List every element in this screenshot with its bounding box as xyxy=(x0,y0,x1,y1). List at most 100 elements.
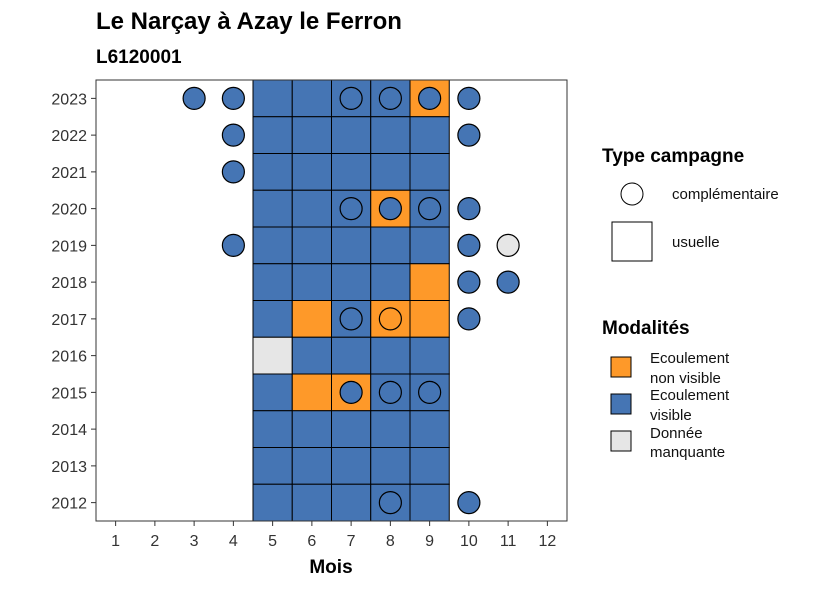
x-tick-label: 9 xyxy=(425,533,434,550)
y-tick-label: 2019 xyxy=(51,238,87,255)
x-tick-label: 8 xyxy=(386,533,395,550)
point-2023-4 xyxy=(221,86,245,110)
tile-2013-7 xyxy=(331,447,372,485)
legend-type-title: Type campagne xyxy=(602,146,744,167)
tile-2022-5 xyxy=(252,116,293,154)
x-tick-label: 5 xyxy=(268,533,277,550)
tile-2014-9 xyxy=(409,410,450,448)
point-2020-9 xyxy=(418,197,442,221)
tile-2023-5 xyxy=(252,79,293,118)
tile-2013-5 xyxy=(252,447,293,485)
tile-2016-9 xyxy=(409,336,450,375)
y-tick-label: 2023 xyxy=(51,91,87,108)
tile-2012-7 xyxy=(331,483,372,522)
x-tick-label: 7 xyxy=(347,533,356,550)
x-tick-label: 6 xyxy=(307,533,316,550)
chart-title: Le Narçay à Azay le Ferron xyxy=(96,8,402,35)
legend-circle-key xyxy=(620,182,644,206)
tile-2018-8 xyxy=(370,263,411,301)
x-tick-label: 11 xyxy=(500,533,517,550)
tile-2018-9 xyxy=(409,263,450,301)
legend-key-ecoulement-non-visible xyxy=(610,356,632,378)
legend-modalites-title: Modalités xyxy=(602,318,690,339)
legend-label-ecoulement-non-visible-1: Ecoulement xyxy=(650,350,730,367)
y-tick-label: 2013 xyxy=(51,459,87,476)
point-2023-3 xyxy=(182,86,206,110)
point-2018-10 xyxy=(457,270,481,294)
x-axis: 1 2 3 4 5 6 7 8 9 10 11 12 xyxy=(111,521,556,550)
complementary-points xyxy=(182,86,520,515)
tile-2021-8 xyxy=(370,153,411,191)
tile-2016-7 xyxy=(331,336,372,375)
point-2018-11 xyxy=(496,270,520,294)
point-2020-7 xyxy=(339,197,363,221)
point-2020-10 xyxy=(457,197,481,221)
tile-2017-9 xyxy=(409,300,450,338)
y-tick-label: 2021 xyxy=(51,165,87,182)
tile-2018-7 xyxy=(331,263,372,301)
x-tick-label: 3 xyxy=(190,533,199,550)
tile-2013-9 xyxy=(409,447,450,485)
legend-label-ecoulement-visible-1: Ecoulement xyxy=(650,387,730,404)
x-axis-label: Mois xyxy=(309,557,352,578)
tile-2014-8 xyxy=(370,410,411,448)
tile-2021-9 xyxy=(409,153,450,191)
usual-tiles xyxy=(252,79,450,522)
plot-panel-border xyxy=(95,79,568,522)
tile-2021-6 xyxy=(291,153,332,191)
point-2017-8 xyxy=(378,307,402,331)
y-tick-label: 2012 xyxy=(51,496,87,513)
legend-key-ecoulement-visible xyxy=(610,393,632,415)
y-tick-label: 2017 xyxy=(51,312,87,329)
point-2015-8 xyxy=(378,380,402,404)
tile-2016-6 xyxy=(291,336,332,375)
x-tick-label: 12 xyxy=(538,533,556,550)
tile-2019-6 xyxy=(291,226,332,265)
tile-2021-5 xyxy=(252,153,293,191)
point-2022-4 xyxy=(221,123,245,147)
tile-2014-7 xyxy=(331,410,372,448)
tile-2019-9 xyxy=(409,226,450,265)
tile-2020-6 xyxy=(291,189,332,228)
legend-square-key xyxy=(611,221,653,262)
point-2023-7 xyxy=(339,86,363,110)
point-2020-8 xyxy=(378,197,402,221)
tile-2012-6 xyxy=(291,483,332,522)
y-tick-label: 2020 xyxy=(51,202,87,219)
x-tick-label: 1 xyxy=(111,533,120,550)
x-tick-label: 2 xyxy=(150,533,159,550)
legend-complementaire-label: complémentaire xyxy=(672,186,779,203)
tile-2016-8 xyxy=(370,336,411,375)
tile-2023-6 xyxy=(291,79,332,118)
x-tick-label: 10 xyxy=(460,533,478,550)
y-tick-label: 2018 xyxy=(51,275,87,292)
point-2017-10 xyxy=(457,307,481,331)
point-2023-9 xyxy=(418,86,442,110)
legend-label-ecoulement-non-visible-2: non visible xyxy=(650,370,721,387)
tile-2013-8 xyxy=(370,447,411,485)
tile-2014-6 xyxy=(291,410,332,448)
chart-subtitle: L6120001 xyxy=(96,47,182,68)
tile-2019-5 xyxy=(252,226,293,265)
tile-2012-9 xyxy=(409,483,450,522)
y-tick-label: 2022 xyxy=(51,128,87,145)
point-2019-4 xyxy=(221,233,245,257)
tile-2018-6 xyxy=(291,263,332,301)
y-tick-label: 2014 xyxy=(51,422,87,439)
x-tick-label: 4 xyxy=(229,533,238,550)
tile-2016-5 xyxy=(252,336,293,375)
legend-label-ecoulement-visible-2: visible xyxy=(650,407,692,424)
tile-2012-5 xyxy=(252,483,293,522)
point-2023-10 xyxy=(457,86,481,110)
point-2019-11 xyxy=(496,233,520,257)
point-2022-10 xyxy=(457,123,481,147)
y-tick-label: 2016 xyxy=(51,349,87,366)
tile-2021-7 xyxy=(331,153,372,191)
tile-2017-6 xyxy=(291,300,332,338)
y-tick-label: 2015 xyxy=(51,385,87,402)
point-2021-4 xyxy=(221,160,245,184)
tile-2014-5 xyxy=(252,410,293,448)
tile-2019-7 xyxy=(331,226,372,265)
tile-2022-9 xyxy=(409,116,450,154)
